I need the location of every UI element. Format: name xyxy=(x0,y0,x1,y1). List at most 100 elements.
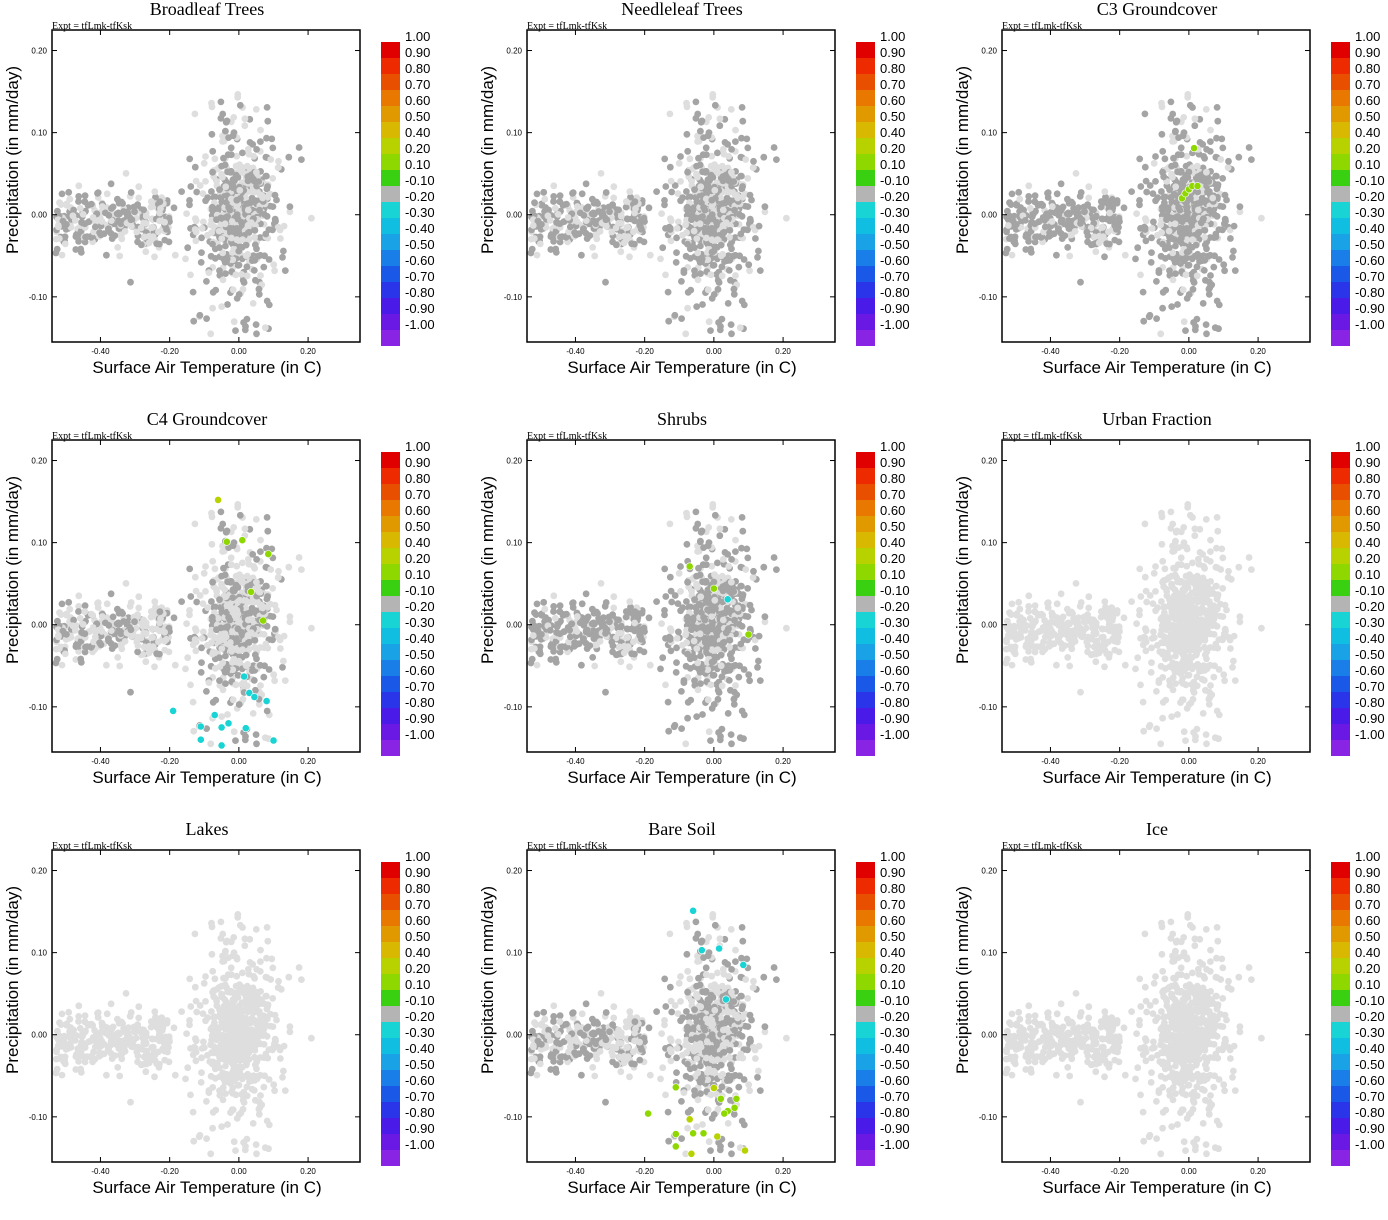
scatter-point-active xyxy=(269,227,276,234)
scatter-point-inactive xyxy=(1085,183,1092,190)
y-tick-label: -0.10 xyxy=(979,293,998,302)
scatter-point-inactive xyxy=(709,91,716,98)
scatter-point-inactive xyxy=(1068,231,1075,238)
scatter-point-active xyxy=(739,298,746,305)
scatter-point-highlight xyxy=(745,631,752,638)
colorbar-swatch xyxy=(381,42,400,58)
scatter-point-active xyxy=(673,234,680,241)
colorbar-swatch xyxy=(856,660,875,676)
scatter-point-highlight xyxy=(263,698,270,705)
scatter-point-active xyxy=(550,198,557,205)
scatter-point-active xyxy=(222,680,229,687)
scatter-point-inactive xyxy=(1027,205,1034,212)
scatter-point-active xyxy=(726,267,733,274)
scatter-point-inactive xyxy=(233,203,240,210)
scatter-point-active xyxy=(739,593,746,600)
colorbar-label: -0.80 xyxy=(405,285,435,300)
scatter-point-active xyxy=(209,169,216,176)
scatter-point-active xyxy=(1183,172,1190,179)
scatter-point-active xyxy=(703,645,710,652)
scatter-point-inactive xyxy=(59,252,66,259)
scatter-point-inactive xyxy=(708,271,715,278)
scatter-point-active xyxy=(752,645,759,652)
scatter-point-inactive xyxy=(1203,106,1210,113)
scatter-point-active xyxy=(602,689,609,696)
scatter-point-inactive xyxy=(697,220,704,227)
scatter-point-inactive xyxy=(1054,600,1061,607)
scatter-point-inactive xyxy=(216,228,223,235)
scatter-point-active xyxy=(236,291,243,298)
scatter-point-active xyxy=(1084,239,1091,246)
scatter-point-inactive xyxy=(662,682,669,689)
scatter-point-active xyxy=(665,318,672,325)
scatter-point-active xyxy=(591,621,598,628)
scatter-point-active xyxy=(253,245,260,252)
scatter-point-active xyxy=(1148,249,1155,256)
scatter-point-inactive xyxy=(202,563,209,570)
scatter-point-active xyxy=(699,168,706,175)
colorbar-swatch xyxy=(856,90,875,106)
scatter-point-inactive xyxy=(151,663,158,670)
scatter-point-active xyxy=(528,250,535,257)
scatter-point-active xyxy=(246,639,253,646)
scatter-point-active xyxy=(235,248,242,255)
colorbar-label: -0.80 xyxy=(880,695,910,710)
scatter-point-inactive xyxy=(224,711,231,718)
scatter-point-active xyxy=(73,233,80,240)
scatter-point-active xyxy=(264,298,271,305)
scatter-point-inactive xyxy=(1092,248,1099,255)
scatter-point-active xyxy=(695,155,702,162)
scatter-point-inactive xyxy=(750,164,757,171)
scatter-point-active xyxy=(1009,191,1016,198)
colorbar-swatch xyxy=(856,106,875,122)
scatter-point-active xyxy=(672,722,679,729)
colorbar-label: -0.40 xyxy=(1355,221,1385,236)
scatter-point-active xyxy=(1229,254,1236,261)
x-tick-label: 0.00 xyxy=(231,347,247,356)
scatter-point-inactive xyxy=(207,740,214,747)
scatter-point-active xyxy=(732,138,739,145)
scatter-point-inactive xyxy=(1122,662,1129,669)
scatter-point-inactive xyxy=(531,235,538,242)
scatter-point-active xyxy=(216,186,223,193)
scatter-point-active xyxy=(243,242,250,249)
scatter-point-active xyxy=(1235,154,1242,161)
colorbar-label: -0.90 xyxy=(405,301,435,316)
scatter-point-active xyxy=(230,542,237,549)
scatter-point-active xyxy=(197,312,204,319)
scatter-point-inactive xyxy=(193,178,200,185)
scatter-point-inactive xyxy=(116,253,123,260)
scatter-point-inactive xyxy=(123,580,130,587)
scatter-point-active xyxy=(577,210,584,217)
scatter-point-active xyxy=(190,289,197,296)
scatter-point-active xyxy=(161,237,168,244)
scatter-point-inactive xyxy=(1005,222,1012,229)
scatter-point-active xyxy=(739,118,746,125)
scatter-point-active xyxy=(198,644,205,651)
scatter-point-active xyxy=(672,312,679,319)
scatter-point-active xyxy=(198,249,205,256)
scatter-point-active xyxy=(1113,226,1120,233)
colorbar-label: -0.10 xyxy=(880,583,910,598)
scatter-point-inactive xyxy=(624,224,631,231)
scatter-point-inactive xyxy=(142,248,149,255)
scatter-point-active xyxy=(1162,155,1169,162)
scatter-point-active xyxy=(171,204,178,211)
scatter-point-inactive xyxy=(626,598,633,605)
scatter-point-active xyxy=(1232,267,1239,274)
scatter-point-active xyxy=(203,278,210,285)
scatter-point-inactive xyxy=(598,170,605,177)
colorbar-label: 0.40 xyxy=(1355,125,1380,140)
scatter-point-inactive xyxy=(697,630,704,637)
scatter-point-active xyxy=(744,145,751,152)
colorbar-label: -0.10 xyxy=(405,583,435,598)
scatter-point-inactive xyxy=(717,115,724,122)
scatter-point-inactive xyxy=(725,153,732,160)
scatter-point-inactive xyxy=(270,261,277,268)
colorbar-label: -0.20 xyxy=(405,599,435,614)
colorbar-label: 0.50 xyxy=(880,109,905,124)
scatter-point-inactive xyxy=(90,624,97,631)
scatter-point-active xyxy=(724,257,731,264)
colorbar-label: -0.40 xyxy=(880,221,910,236)
scatter-point-active xyxy=(213,216,220,223)
